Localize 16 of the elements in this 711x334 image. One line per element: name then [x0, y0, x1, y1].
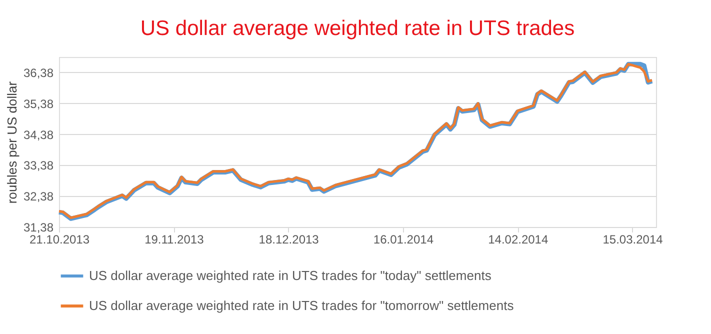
- y-tick-label: 34,38: [23, 128, 54, 142]
- x-tick-label: 19.11.2013: [144, 232, 204, 246]
- legend-label: US dollar average weighted rate in UTS trades for "tomorrow" settlements: [89, 298, 514, 313]
- y-tick-label: 33,38: [23, 158, 54, 173]
- y-tick-label: 35,38: [23, 96, 54, 111]
- x-tick-label: 21.10.2013: [29, 232, 90, 246]
- legend-label: US dollar average weighted rate in UTS trades for "today" settlements: [89, 268, 492, 283]
- x-tick-label: 18.12.2013: [258, 232, 320, 246]
- y-tick-label: 36,38: [23, 66, 54, 80]
- y-axis-title: roubles per US dollar: [4, 80, 20, 204]
- x-tick-label: 16.01.2014: [373, 232, 434, 246]
- x-tick-label: 15.03.2014: [602, 232, 664, 246]
- chart-title: US dollar average weighted rate in UTS trades: [140, 17, 575, 40]
- y-tick-label: 31,38: [23, 220, 54, 234]
- x-tick-label: 14.02.2014: [488, 232, 548, 246]
- y-tick-label: 32,38: [23, 190, 54, 204]
